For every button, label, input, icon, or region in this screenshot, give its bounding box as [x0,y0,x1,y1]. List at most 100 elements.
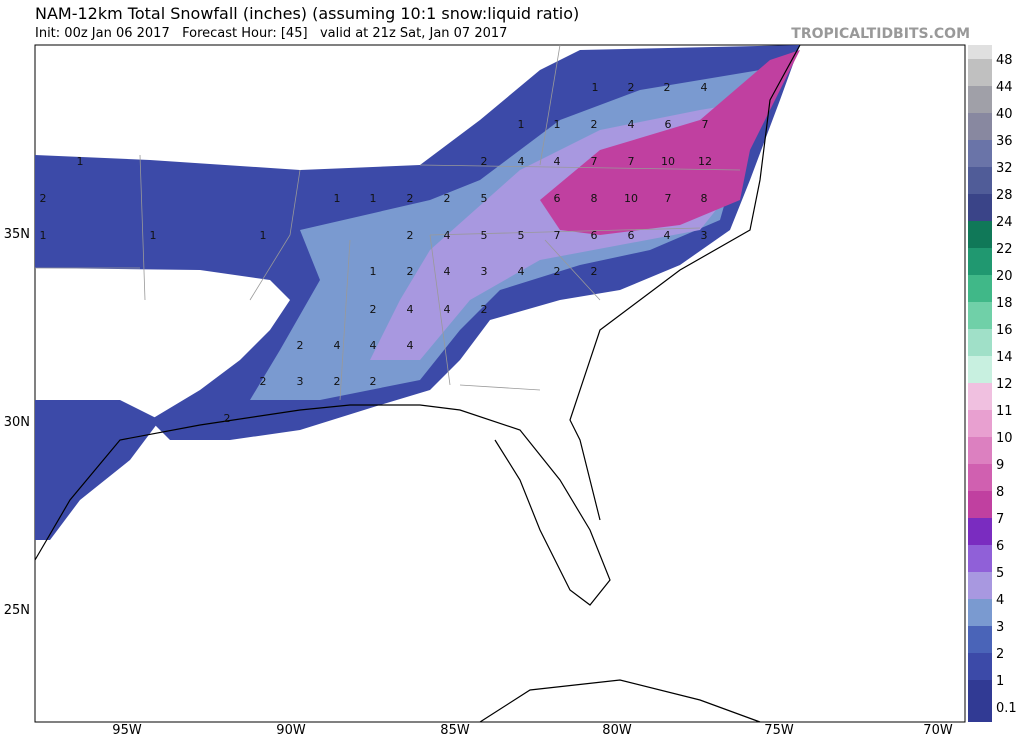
colorbar-segment [968,599,992,626]
contour-label: 12 [698,155,712,168]
contour-label: 2 [481,155,488,168]
contour-label: 2 [407,192,414,205]
colorbar-segment [968,680,992,722]
colorbar-label: 4 [996,593,1004,608]
colorbar-segment [968,626,992,653]
contour-label: 10 [624,192,638,205]
contour-label: 2 [444,192,451,205]
contour-label: 1 [260,229,267,242]
contour-label: 1 [77,155,84,168]
contour-label: 2 [407,229,414,242]
contour-label: 7 [591,155,598,168]
contour-label: 4 [628,118,635,131]
colorbar-segment [968,194,992,221]
contour-label: 2 [224,412,231,425]
colorbar-segment [968,167,992,194]
contour-label: 1 [150,229,157,242]
colorbar-label: 16 [996,323,1013,338]
contour-label: 2 [407,265,414,278]
colorbar-segment [968,653,992,680]
colorbar-label: 24 [996,215,1013,230]
lat-label: 25N [4,603,30,618]
colorbar-label: 28 [996,188,1013,203]
contour-label: 5 [481,192,488,205]
colorbar-label: 44 [996,80,1013,95]
contour-label: 1 [334,192,341,205]
colorbar-label: 7 [996,512,1004,527]
colorbar-label: 1 [996,674,1004,689]
lon-label: 80W [602,723,632,738]
contour-label: 6 [628,229,635,242]
contour-label: 2 [260,375,267,388]
contour-label: 2 [370,375,377,388]
contour-label: 6 [554,192,561,205]
colorbar-segment [968,410,992,437]
lat-label: 30N [4,415,30,430]
colorbar-segment [968,275,992,302]
contour-label: 4 [444,229,451,242]
colorbar-segment [968,248,992,275]
contour-label: 8 [591,192,598,205]
contour-label: 2 [628,81,635,94]
contour-label: 6 [591,229,598,242]
lon-label: 90W [276,723,306,738]
colorbar-label: 3 [996,620,1004,635]
colorbar-segment [968,329,992,356]
colorbar-label: 14 [996,350,1013,365]
contour-label: 7 [628,155,635,168]
lon-label: 75W [764,723,794,738]
contour-label: 1 [554,118,561,131]
colorbar-label: 8 [996,485,1004,500]
contour-label: 1 [518,118,525,131]
contour-label: 3 [297,375,304,388]
contour-label: 4 [701,81,708,94]
contour-label: 4 [518,265,525,278]
contour-label: 4 [444,265,451,278]
colorbar-segment [968,383,992,410]
contour-label: 2 [554,265,561,278]
colorbar-segment [968,302,992,329]
title: NAM-12km Total Snowfall (inches) (assumi… [35,4,579,23]
colorbar-label: 5 [996,566,1004,581]
contour-label: 10 [661,155,675,168]
contour-label: 8 [701,192,708,205]
contour-label: 4 [407,303,414,316]
colorbar-label: 20 [996,269,1013,284]
contour-label: 1 [370,265,377,278]
contour-label: 2 [370,303,377,316]
colorbar-label: 6 [996,539,1004,554]
contour-label: 2 [481,303,488,316]
contour-label: 1 [40,229,47,242]
colorbar-segment [968,45,992,59]
contour-label: 4 [444,303,451,316]
contour-label: 4 [370,339,377,352]
colorbar-segment [968,545,992,572]
colorbar-segment [968,221,992,248]
colorbar-segment [968,140,992,167]
contour-label: 1 [370,192,377,205]
colorbar-segment [968,59,992,86]
colorbar-segment [968,572,992,599]
colorbar-label: 18 [996,296,1013,311]
contour-label: 5 [481,229,488,242]
colorbar-segment [968,491,992,518]
contour-label: 2 [297,339,304,352]
colorbar-label: 10 [996,431,1013,446]
colorbar-segment [968,86,992,113]
colorbar-label: 32 [996,161,1013,176]
contour-label: 7 [702,118,709,131]
colorbar: 0.11234567891011121416182022242832364044… [968,45,1017,722]
contour-label: 2 [591,118,598,131]
colorbar-label: 9 [996,458,1004,473]
colorbar-segment [968,464,992,491]
lon-label: 70W [923,723,953,738]
contour-label: 1 [592,81,599,94]
lon-label: 95W [112,723,142,738]
contour-label: 3 [701,229,708,242]
colorbar-segment [968,518,992,545]
map [34,44,966,723]
lat-label: 35N [4,227,30,242]
contour-label: 2 [334,375,341,388]
